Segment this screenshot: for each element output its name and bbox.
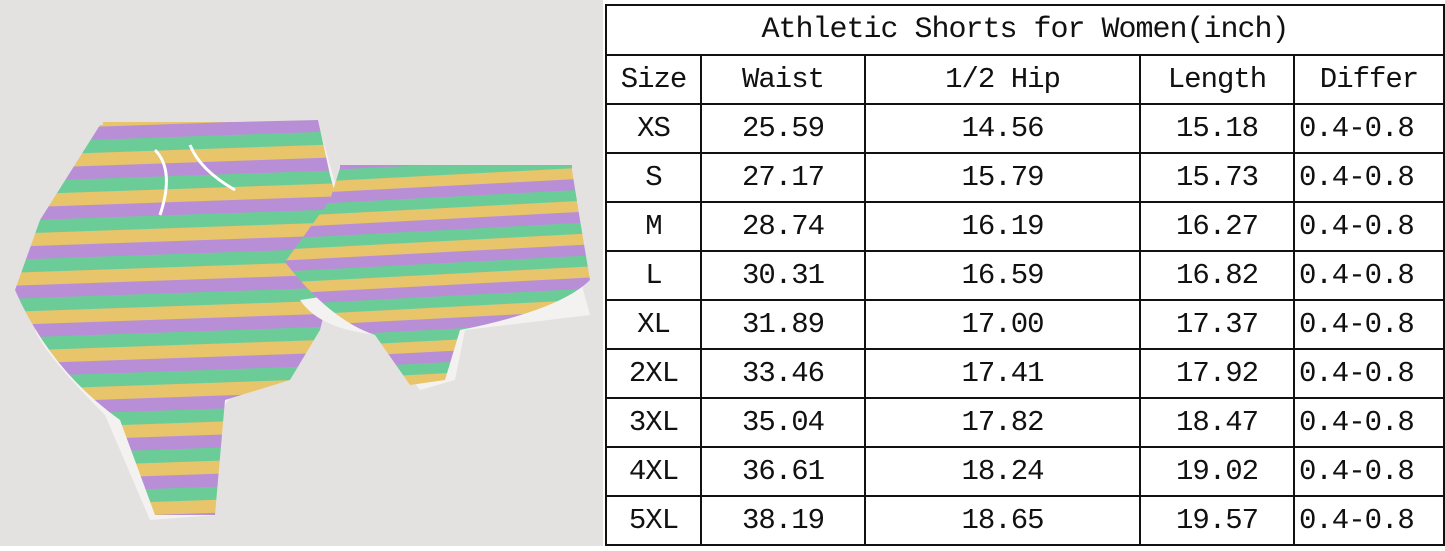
cell-length: 17.92 (1139, 348, 1295, 399)
table-row: 3XL 35.04 17.82 18.47 0.4-0.8 (605, 397, 1445, 448)
cell-differ: 0.4-0.8 (1292, 397, 1445, 448)
cell-length: 16.82 (1139, 250, 1295, 301)
cell-size: 4XL (605, 446, 702, 497)
cell-differ: 0.4-0.8 (1292, 103, 1445, 154)
cell-size: XS (605, 103, 702, 154)
cell-length: 15.18 (1139, 103, 1295, 154)
cell-half-hip: 17.00 (864, 299, 1141, 350)
cell-size: 2XL (605, 348, 702, 399)
cell-differ: 0.4-0.8 (1292, 446, 1445, 497)
cell-length: 19.57 (1139, 495, 1295, 546)
cell-waist: 27.17 (700, 152, 866, 203)
cell-length: 18.47 (1139, 397, 1295, 448)
table-row: 4XL 36.61 18.24 19.02 0.4-0.8 (605, 446, 1445, 497)
header-row: Size Waist 1/2 Hip Length Differ (605, 54, 1445, 105)
cell-differ: 0.4-0.8 (1292, 495, 1445, 546)
cell-size: 5XL (605, 495, 702, 546)
header-waist: Waist (700, 54, 866, 105)
table-row: 2XL 33.46 17.41 17.92 0.4-0.8 (605, 348, 1445, 399)
cell-differ: 0.4-0.8 (1292, 250, 1445, 301)
cell-size: S (605, 152, 702, 203)
cell-waist: 31.89 (700, 299, 866, 350)
cell-waist: 35.04 (700, 397, 866, 448)
table-row: XS 25.59 14.56 15.18 0.4-0.8 (605, 103, 1445, 154)
cell-size: XL (605, 299, 702, 350)
cell-waist: 25.59 (700, 103, 866, 154)
table-row: 5XL 38.19 18.65 19.57 0.4-0.8 (605, 495, 1445, 546)
table-row: S 27.17 15.79 15.73 0.4-0.8 (605, 152, 1445, 203)
cell-half-hip: 16.59 (864, 250, 1141, 301)
shorts-illustration (15, 120, 590, 520)
cell-half-hip: 16.19 (864, 201, 1141, 252)
cell-length: 15.73 (1139, 152, 1295, 203)
cell-differ: 0.4-0.8 (1292, 152, 1445, 203)
header-size: Size (605, 54, 702, 105)
cell-size: L (605, 250, 702, 301)
cell-differ: 0.4-0.8 (1292, 201, 1445, 252)
cell-half-hip: 15.79 (864, 152, 1141, 203)
header-differ: Differ (1292, 54, 1445, 105)
table-row: XL 31.89 17.00 17.37 0.4-0.8 (605, 299, 1445, 350)
table-row: L 30.31 16.59 16.82 0.4-0.8 (605, 250, 1445, 301)
cell-half-hip: 17.82 (864, 397, 1141, 448)
size-chart-table: Athletic Shorts for Women(inch) Size Wais… (604, 4, 1445, 546)
cell-length: 16.27 (1139, 201, 1295, 252)
cell-length: 17.37 (1139, 299, 1295, 350)
cell-differ: 0.4-0.8 (1292, 299, 1445, 350)
cell-differ: 0.4-0.8 (1292, 348, 1445, 399)
cell-half-hip: 17.41 (864, 348, 1141, 399)
header-length: Length (1139, 54, 1295, 105)
cell-size: 3XL (605, 397, 702, 448)
product-photo (0, 0, 603, 546)
cell-size: M (605, 201, 702, 252)
cell-waist: 36.61 (700, 446, 866, 497)
table-title: Athletic Shorts for Women(inch) (604, 4, 1445, 56)
table-row: M 28.74 16.19 16.27 0.4-0.8 (605, 201, 1445, 252)
cell-waist: 38.19 (700, 495, 866, 546)
header-half-hip: 1/2 Hip (864, 54, 1141, 105)
cell-half-hip: 14.56 (864, 103, 1141, 154)
cell-waist: 33.46 (700, 348, 866, 399)
cell-half-hip: 18.65 (864, 495, 1141, 546)
cell-waist: 28.74 (700, 201, 866, 252)
cell-length: 19.02 (1139, 446, 1295, 497)
cell-half-hip: 18.24 (864, 446, 1141, 497)
cell-waist: 30.31 (700, 250, 866, 301)
